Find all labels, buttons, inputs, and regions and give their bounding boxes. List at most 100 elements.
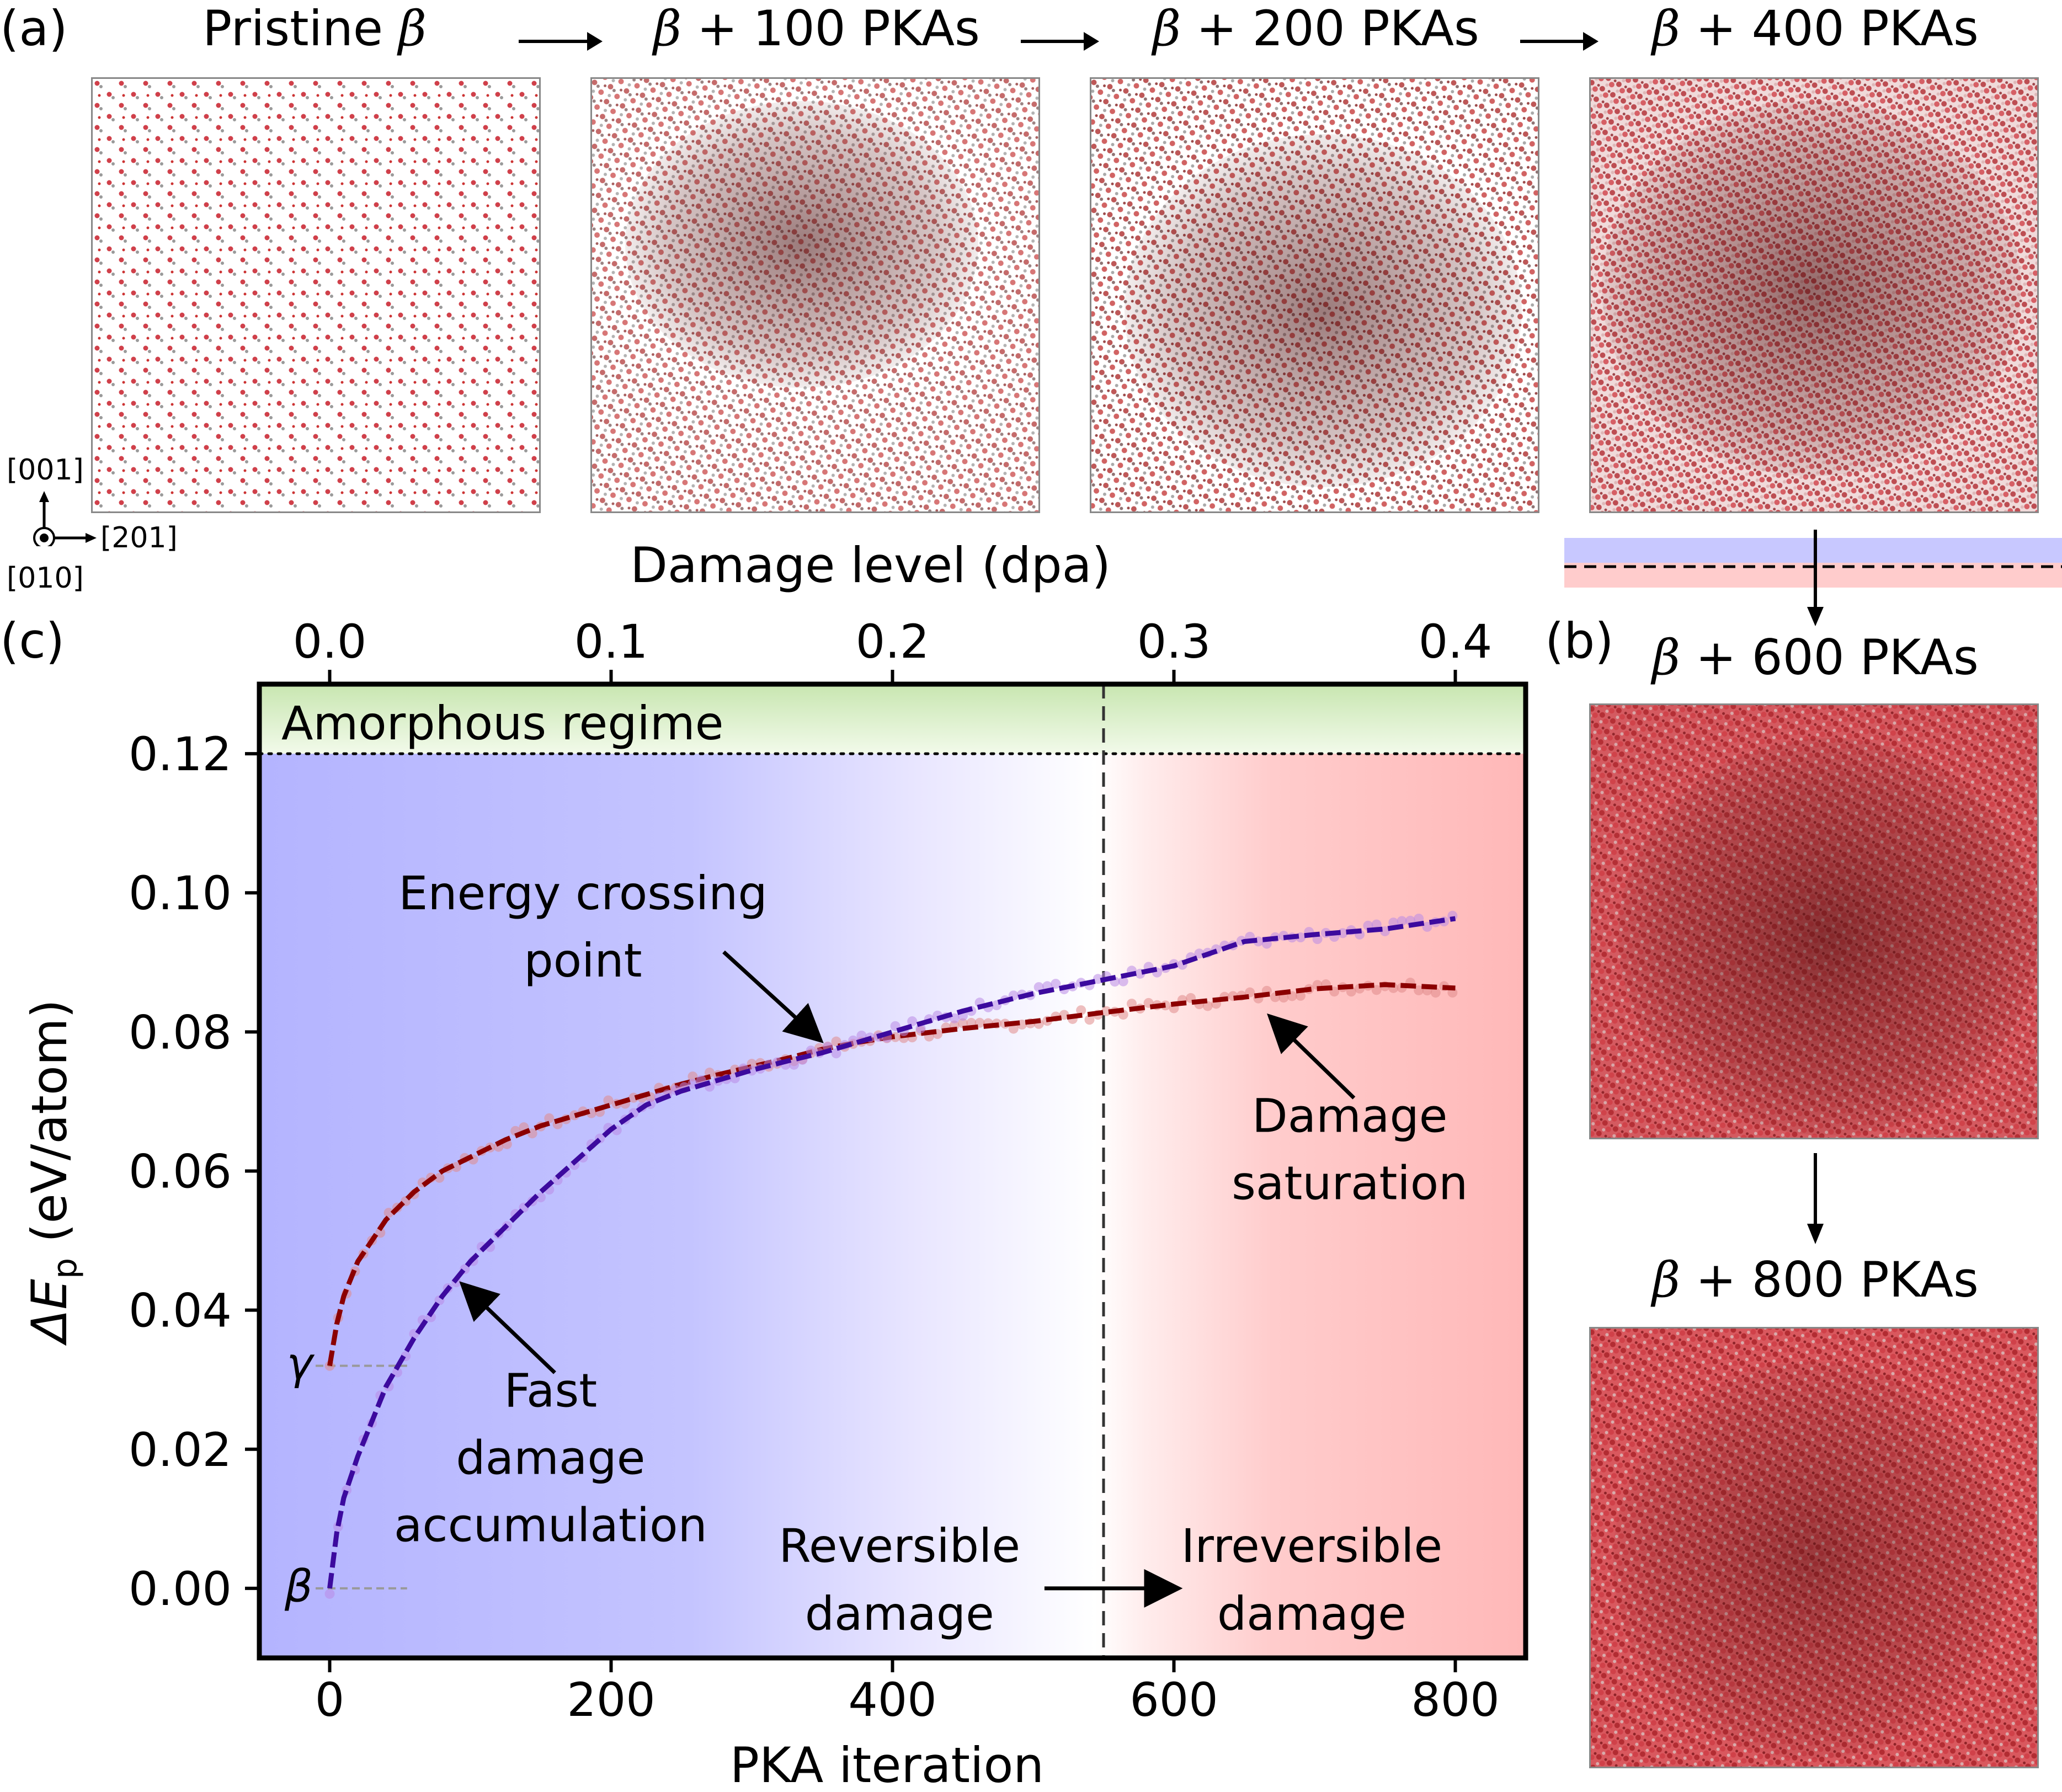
top-tick-label: 0.0 [293,615,367,669]
data-point-gamma [1202,1001,1213,1011]
x-tick-label: 400 [848,1673,936,1727]
beta-symbol: β [1652,0,1680,57]
data-point-gamma [375,1228,386,1238]
beta-label: β [284,1561,313,1612]
data-point-beta [536,1192,546,1203]
gamma-label: γ [287,1338,315,1390]
top-tick-label: 0.1 [574,615,648,669]
data-point-beta [789,1059,799,1070]
down-arrow-1 [1807,530,1824,626]
reversible-label: damage [805,1587,994,1641]
data-point-beta [1093,974,1103,984]
snapshot-title-100: β + 100 PKAs [590,0,1043,57]
data-point-gamma [603,1095,614,1106]
beta-symbol: β [653,0,681,57]
data-point-beta [1371,919,1382,930]
axis-label-201: [201] [100,521,178,554]
header-arrow-1 [519,32,603,51]
crystal-axes-icon [33,491,97,546]
data-point-beta [1380,926,1390,936]
y-tick-label: 0.10 [129,866,232,920]
beta-symbol: β [398,0,427,57]
damage-saturation-label: saturation [1232,1156,1468,1210]
atoms-pristine [93,79,539,511]
amorphous-regime-label: Amorphous regime [281,696,723,750]
snapshot-title-800: β + 800 PKAs [1589,1251,2042,1308]
data-point-gamma [1296,990,1306,1001]
data-point-beta [1051,979,1061,989]
down-arrow-2 [1807,1153,1824,1244]
snapshot-pristine [91,77,541,513]
fast-damage-arrow [459,1281,556,1374]
panel-label-a: (a) [0,0,68,57]
data-point-beta [1414,913,1424,924]
data-point-gamma [451,1162,461,1172]
amorphous-band [259,684,1526,754]
snapshot-title-200: β + 200 PKAs [1090,0,1542,57]
energy-crossing-label: Energy crossing [398,866,767,920]
snapshot-suffix: + 800 PKAs [1680,1251,1979,1308]
y-tick-label: 0.02 [129,1423,232,1477]
data-point-gamma [1008,1023,1019,1034]
data-point-beta [392,1367,402,1378]
regime-background [259,754,1526,1658]
top-tick-label: 0.2 [856,615,930,669]
energy-crossing-label: point [524,934,642,988]
data-point-beta [324,1588,335,1599]
data-point-gamma [1127,999,1137,1009]
fast-damage-label: accumulation [394,1498,707,1553]
data-point-gamma [1430,988,1441,998]
data-point-gamma [958,1018,968,1028]
data-point-beta [1194,948,1205,959]
atoms-100 [592,79,1038,511]
y-tick-label: 0.12 [129,727,232,781]
irreversible-label: damage [1217,1587,1406,1641]
damage-saturation-arrow [1267,1013,1356,1100]
snapshot-suffix: + 100 PKAs [681,0,980,57]
header-arrow-3 [1520,32,1599,51]
snapshot-200 [1090,77,1539,513]
data-point-beta [1118,976,1128,986]
snapshot-title-400: β + 400 PKAs [1589,0,2042,57]
data-point-gamma [544,1113,555,1123]
series-line-beta [327,916,1456,1589]
data-point-gamma [1076,1005,1086,1016]
y-tick-label: 0.08 [129,1005,232,1059]
beta-symbol: β [1652,629,1680,686]
snapshot-title-pristine: Pristine β [88,0,541,57]
fast-damage-label: Fast [504,1364,597,1418]
atoms-200 [1091,79,1538,511]
atoms-400 [1591,79,2037,511]
snapshot-suffix: + 400 PKAs [1680,0,1979,57]
y-tick-label: 0.04 [129,1284,232,1338]
data-point-beta [831,1048,841,1059]
snapshot-suffix: + 200 PKAs [1180,0,1479,57]
energy-chart: 0 200 400 600 800 PKA iteration 0.0 0.1 0.2 0.3 0.… [21,537,1528,1792]
data-point-beta [806,1046,816,1056]
top-tick-label: 0.4 [1419,615,1493,669]
snapshot-suffix: + 600 PKAs [1680,629,1979,686]
data-point-gamma [1414,985,1424,995]
data-point-gamma [1059,1010,1069,1020]
x-axis-label: PKA iteration [730,1737,1044,1792]
snapshot-600 [1589,703,2039,1139]
data-point-beta [907,1016,918,1027]
x-tick-label: 0 [315,1673,344,1727]
reversible-label: Reversible [779,1519,1020,1573]
data-point-beta [1422,921,1432,932]
top-tick-label: 0.3 [1137,615,1211,669]
atoms-800 [1591,1329,2037,1767]
data-point-gamma [434,1172,445,1183]
axis-label-010: [010] [7,562,84,595]
x-tick-label: 200 [567,1673,655,1727]
snapshot-800 [1589,1327,2039,1768]
regime-strip [1564,538,2062,588]
x-tick-label: 600 [1129,1673,1218,1727]
panel-label-b: (b) [1545,612,1614,669]
snapshot-100 [590,77,1040,513]
x-tick-label: 800 [1411,1673,1499,1727]
data-point-beta [1397,916,1407,926]
beta-symbol: β [1153,0,1181,57]
fast-damage-label: damage [456,1431,645,1485]
beta-symbol: β [1652,1251,1680,1308]
